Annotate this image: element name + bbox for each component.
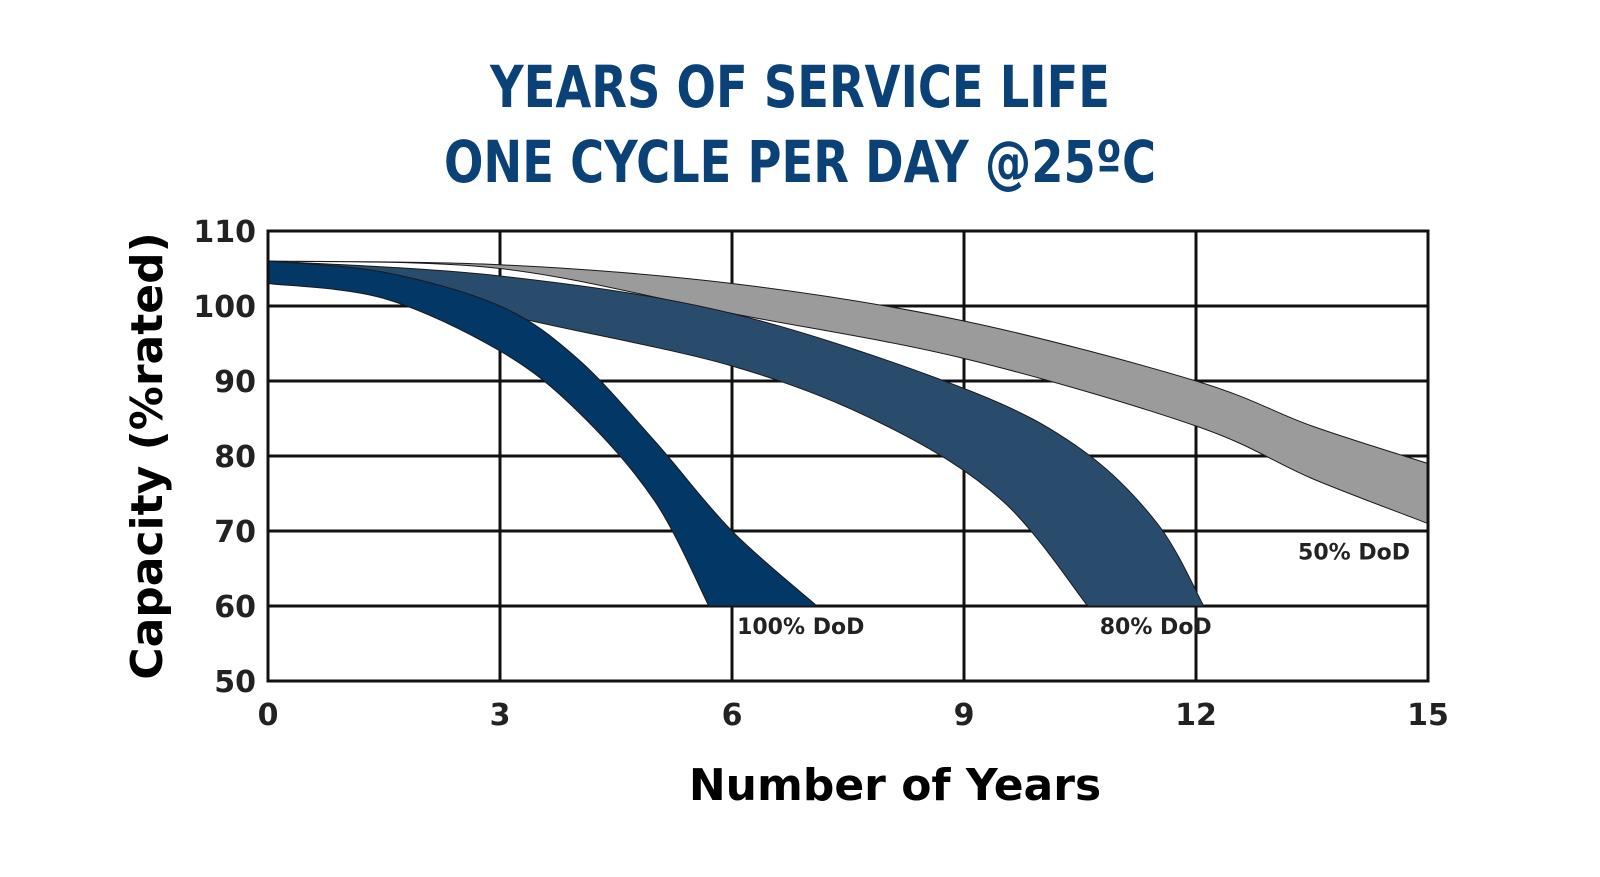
chart-title-line-1: YEARS OF SERVICE LIFE bbox=[490, 53, 1110, 121]
x-tick-label: 15 bbox=[1407, 698, 1449, 733]
y-tick-label: 70 bbox=[214, 515, 256, 550]
band-label: 80% DoD bbox=[1100, 615, 1212, 640]
y-tick-label: 60 bbox=[214, 590, 256, 625]
x-axis-label: Number of Years bbox=[689, 760, 1101, 811]
y-tick-label: 90 bbox=[214, 365, 256, 400]
band-labels: 100% DoD 80% DoD 50% DoD bbox=[737, 541, 1410, 641]
y-tick-label: 110 bbox=[193, 215, 256, 250]
x-tick-label: 12 bbox=[1175, 698, 1217, 733]
y-axis-label: Capacity (%rated) bbox=[122, 232, 173, 679]
chart-frame bbox=[266, 229, 1430, 683]
chart-title-line-2: ONE CYCLE PER DAY @25ºC bbox=[443, 128, 1157, 196]
band-label: 100% DoD bbox=[737, 615, 864, 640]
x-tick-label: 3 bbox=[490, 698, 511, 733]
band-80-dod bbox=[267, 260, 1205, 607]
y-tick-label: 80 bbox=[214, 440, 256, 475]
x-tick-label: 6 bbox=[722, 698, 743, 733]
x-tick-labels: 0 3 6 9 12 15 bbox=[258, 698, 1449, 733]
band-label: 50% DoD bbox=[1298, 541, 1410, 566]
x-tick-label: 9 bbox=[954, 698, 975, 733]
y-tick-labels: 110 100 90 80 70 60 50 bbox=[193, 215, 256, 700]
y-tick-label: 50 bbox=[214, 665, 256, 700]
band-100-dod bbox=[267, 260, 819, 607]
plot-frame bbox=[266, 229, 1430, 683]
y-tick-label: 100 bbox=[193, 290, 256, 325]
x-tick-label: 0 bbox=[258, 698, 279, 733]
chart-bands bbox=[267, 260, 1429, 607]
